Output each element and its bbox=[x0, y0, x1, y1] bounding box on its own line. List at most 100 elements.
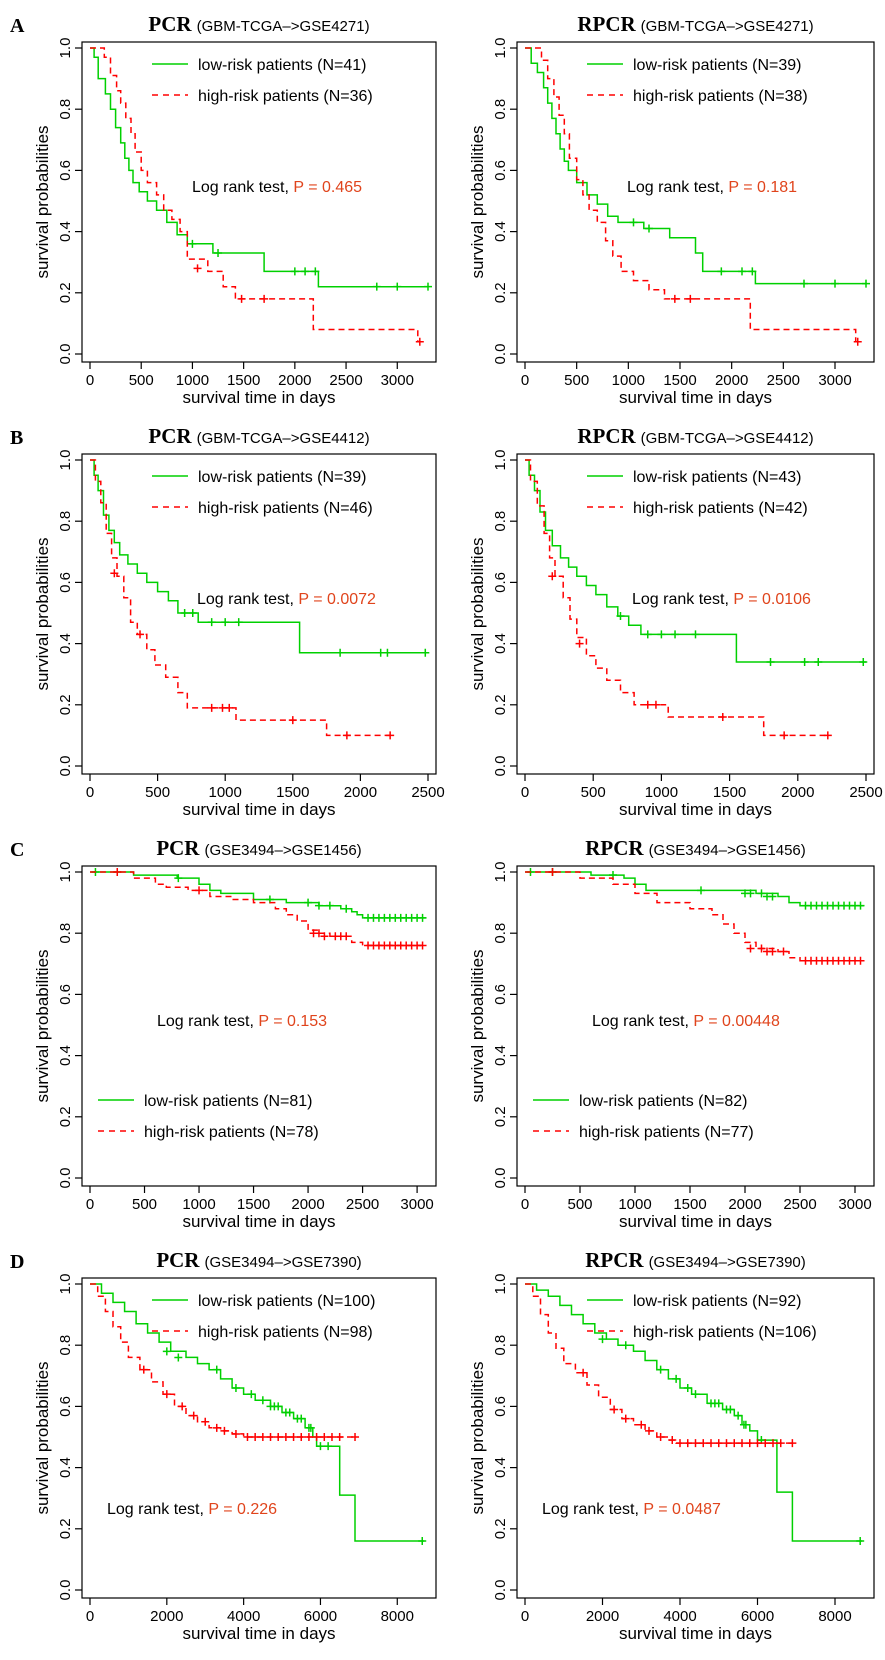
low-censor-mark bbox=[757, 889, 766, 898]
high-censor-mark bbox=[320, 1433, 329, 1441]
low-censor-mark bbox=[800, 279, 808, 288]
low-censor-mark bbox=[325, 901, 334, 910]
x-tick-label: 1000 bbox=[618, 1196, 651, 1213]
low-censor-mark bbox=[657, 630, 666, 639]
x-tick-label: 2000 bbox=[728, 1196, 761, 1213]
low-censor-mark bbox=[162, 1347, 171, 1356]
high-censor-mark bbox=[714, 1439, 723, 1448]
dataset-name: (GSE3494–>GSE1456) bbox=[204, 842, 361, 859]
x-tick-label: 1500 bbox=[237, 1196, 270, 1213]
low-censor-mark bbox=[316, 1442, 325, 1451]
y-tick-label: 0.4 bbox=[57, 221, 74, 242]
y-tick-label: 0.6 bbox=[492, 572, 509, 593]
x-tick-label: 6000 bbox=[741, 1608, 774, 1625]
dataset-name: (GBM-TCGA–>GSE4412) bbox=[197, 430, 370, 447]
high-risk-curve bbox=[525, 1283, 793, 1444]
low-censor-mark bbox=[214, 249, 223, 258]
panel-B-rpcr: RPCR (GBM-TCGA–>GSE4412) 0.0 0.2 0.4 0.6 0.8 1.… bbox=[468, 424, 883, 819]
x-tick-label: 1500 bbox=[673, 1196, 706, 1213]
x-tick-label: 0 bbox=[86, 372, 94, 389]
high-censor-mark bbox=[757, 944, 766, 953]
legend: low-risk patients (N=41) high-risk patien… bbox=[152, 57, 373, 105]
x-tick-label: 2000 bbox=[586, 1608, 619, 1625]
y-tick-label: 0.2 bbox=[57, 282, 74, 303]
low-censor-mark bbox=[656, 1365, 665, 1374]
y-tick-label: 0.0 bbox=[57, 344, 74, 365]
low-censor-mark bbox=[180, 609, 189, 617]
y-tick-label: 0.8 bbox=[57, 923, 74, 944]
y-tick-label: 0.0 bbox=[492, 1168, 509, 1189]
high-censor-mark bbox=[683, 1439, 692, 1448]
y-tick-label: 0.6 bbox=[492, 160, 509, 181]
high-legend-label: high-risk patients (N=98) bbox=[198, 1324, 373, 1341]
low-censor-mark bbox=[748, 267, 757, 276]
y-tick-label: 0.8 bbox=[57, 99, 74, 120]
high-censor-mark bbox=[281, 1433, 290, 1441]
x-tick-label: 1000 bbox=[176, 372, 209, 389]
low-legend-label: low-risk patients (N=100) bbox=[198, 1293, 375, 1310]
dataset-name: (GBM-TCGA–>GSE4412) bbox=[641, 430, 814, 447]
high-risk-curve bbox=[90, 459, 391, 737]
panel-C-rpcr: RPCR (GSE3494–>GSE1456) 0.0 0.2 0.4 0.6 0.8 1.0… bbox=[468, 836, 875, 1231]
high-censor-mark bbox=[218, 703, 227, 712]
high-censor-mark bbox=[651, 700, 660, 709]
y-tick-label: 0.4 bbox=[57, 1045, 74, 1066]
high-censor-mark bbox=[386, 731, 395, 740]
high-censor-mark bbox=[753, 1439, 762, 1448]
high-censor-mark bbox=[207, 703, 216, 712]
logrank-label: Log rank test, bbox=[632, 591, 733, 608]
low-censor-mark bbox=[285, 1408, 294, 1417]
x-tick-label: 1500 bbox=[713, 784, 746, 801]
high-risk-curve bbox=[90, 871, 426, 947]
method-name: RPCR bbox=[577, 12, 636, 36]
x-axis-label: survival time in days bbox=[182, 388, 335, 407]
y-tick-label: 0.4 bbox=[492, 1045, 509, 1066]
low-censor-mark bbox=[629, 218, 638, 227]
x-tick-label: 500 bbox=[581, 784, 606, 801]
high-legend-label: high-risk patients (N=77) bbox=[579, 1124, 754, 1141]
low-censor-mark bbox=[324, 1442, 333, 1451]
high-risk-curve bbox=[525, 47, 861, 343]
low-risk-curve bbox=[525, 47, 866, 285]
low-censor-mark bbox=[274, 1402, 283, 1411]
y-tick-label: 1.0 bbox=[57, 1274, 74, 1295]
y-axis-label: survival probabilities bbox=[33, 949, 52, 1102]
x-tick-label: 1500 bbox=[663, 372, 696, 389]
x-tick-label: 6000 bbox=[304, 1608, 337, 1625]
x-tick-label: 2000 bbox=[150, 1608, 183, 1625]
high-censor-mark bbox=[722, 1439, 731, 1448]
low-censor-mark bbox=[856, 1537, 865, 1546]
y-tick-label: 0.4 bbox=[57, 633, 74, 654]
high-censor-mark bbox=[779, 947, 788, 956]
low-censor-mark bbox=[212, 1365, 221, 1374]
low-legend-label: low-risk patients (N=39) bbox=[633, 57, 802, 74]
high-censor-mark bbox=[312, 1433, 321, 1441]
panel-label: D bbox=[10, 1251, 24, 1273]
panel-title: PCR (GSE3494–>GSE1456) bbox=[156, 836, 361, 860]
high-censor-mark bbox=[823, 731, 832, 740]
low-legend-label: low-risk patients (N=82) bbox=[579, 1093, 748, 1110]
panel-B-pcr: B PCR (GBM-TCGA–>GSE4412) 0.0 0.2 0.4 0.6 0.8 1.… bbox=[10, 424, 445, 819]
plot-frame bbox=[516, 865, 875, 1187]
low-legend-label: low-risk patients (N=41) bbox=[198, 57, 367, 74]
logrank-annotation: Log rank test, P = 0.153 bbox=[157, 1013, 327, 1030]
y-tick-label: 0.0 bbox=[57, 1580, 74, 1601]
x-tick-label: 0 bbox=[521, 372, 529, 389]
p-value: P = 0.0487 bbox=[643, 1501, 721, 1518]
high-censor-mark bbox=[746, 944, 755, 953]
high-censor-mark bbox=[415, 337, 424, 346]
low-censor-mark bbox=[221, 618, 230, 627]
low-censor-mark bbox=[734, 1411, 743, 1420]
high-risk-curve bbox=[90, 47, 423, 343]
low-censor-mark bbox=[301, 267, 310, 276]
y-tick-label: 1.0 bbox=[57, 862, 74, 883]
high-censor-mark bbox=[178, 1402, 187, 1411]
logrank-annotation: Log rank test, P = 0.0106 bbox=[632, 591, 811, 608]
low-censor-mark bbox=[188, 239, 197, 248]
legend: low-risk patients (N=100) high-risk patie… bbox=[152, 1293, 375, 1341]
high-legend-label: high-risk patients (N=78) bbox=[144, 1124, 319, 1141]
low-censor-mark bbox=[290, 267, 299, 276]
panel-title: RPCR (GBM-TCGA–>GSE4412) bbox=[577, 424, 813, 448]
x-tick-label: 8000 bbox=[381, 1608, 414, 1625]
high-censor-mark bbox=[621, 1414, 630, 1423]
